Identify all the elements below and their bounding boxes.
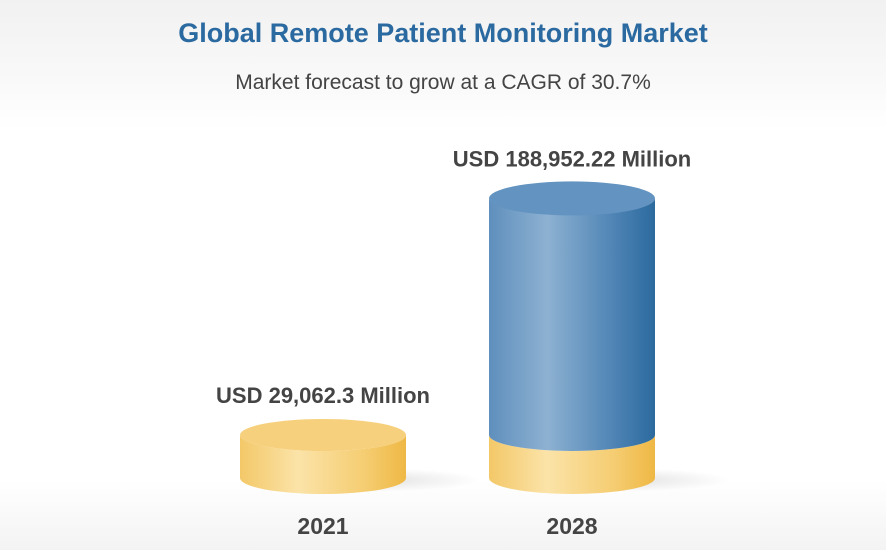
category-label: 2021 [297,513,348,539]
value-label: USD 188,952.22 Million [453,146,691,171]
cylinder-top [489,181,655,216]
category-label: 2028 [546,513,597,539]
cylinder-growth-segment [489,198,655,451]
chart-subtitle: Market forecast to grow at a CAGR of 30.… [235,71,651,94]
cylinder-top [240,419,406,451]
cylinder-base-segment [240,435,406,494]
value-label: USD 29,062.3 Million [216,383,430,408]
chart-title: Global Remote Patient Monitoring Market [178,18,708,48]
cylinder-base-segment [489,435,655,494]
